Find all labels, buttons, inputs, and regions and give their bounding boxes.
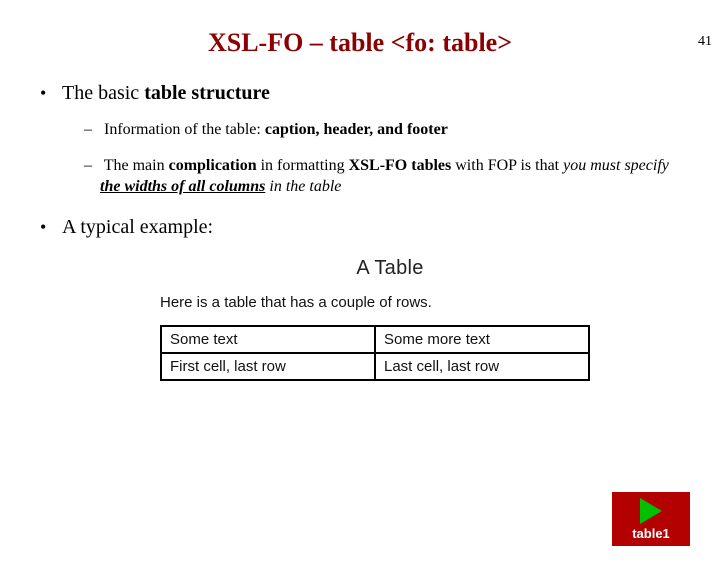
example-table: Some text Some more text First cell, las… xyxy=(160,325,590,381)
bullet-1-text: The basic table structure xyxy=(62,82,270,104)
play-button-label: table1 xyxy=(632,526,670,541)
figure-caption: Here is a table that has a couple of row… xyxy=(160,294,620,311)
sub2-a: The main xyxy=(104,157,169,174)
bullet-1-bold: table structure xyxy=(144,82,270,104)
bullet-1-prefix: The basic xyxy=(62,82,144,104)
example-figure: A Table Here is a table that has a coupl… xyxy=(160,257,620,381)
table-cell: First cell, last row xyxy=(161,353,375,380)
sub2-f: you must specify xyxy=(563,157,669,174)
bullet-2-text: A typical example: xyxy=(62,216,213,238)
sub-bullet-2: The main complication in formatting XSL-… xyxy=(84,155,680,198)
sub2-c: in formatting xyxy=(257,157,349,174)
table-row: Some text Some more text xyxy=(161,326,589,353)
bullet-1: The basic table structure Information of… xyxy=(40,82,680,198)
bullet-list-level2: Information of the table: caption, heade… xyxy=(40,119,680,198)
table-cell: Last cell, last row xyxy=(375,353,589,380)
page-number: 41 xyxy=(698,34,712,50)
sub2-h: in the table xyxy=(265,178,341,195)
table-cell: Some more text xyxy=(375,326,589,353)
sub2-b: complication xyxy=(169,157,257,174)
table-cell: Some text xyxy=(161,326,375,353)
sub2-g: the widths of all columns xyxy=(100,178,265,195)
sub1-prefix: Information of the table: xyxy=(104,121,265,138)
sub1-bold: caption, header, and footer xyxy=(265,121,448,138)
play-button-table1[interactable]: table1 xyxy=(612,492,690,546)
slide-title: XSL-FO – table <fo: table> xyxy=(0,28,720,58)
bullet-2: A typical example: xyxy=(40,216,680,239)
sub2-d: XSL-FO tables xyxy=(349,157,452,174)
content-area: The basic table structure Information of… xyxy=(0,82,720,381)
figure-title: A Table xyxy=(160,257,620,280)
bullet-list-level1: The basic table structure Information of… xyxy=(40,82,680,239)
sub-bullet-1: Information of the table: caption, heade… xyxy=(84,119,680,141)
sub2-e: with FOP is that xyxy=(451,157,563,174)
table-row: First cell, last row Last cell, last row xyxy=(161,353,589,380)
play-icon xyxy=(640,498,662,524)
